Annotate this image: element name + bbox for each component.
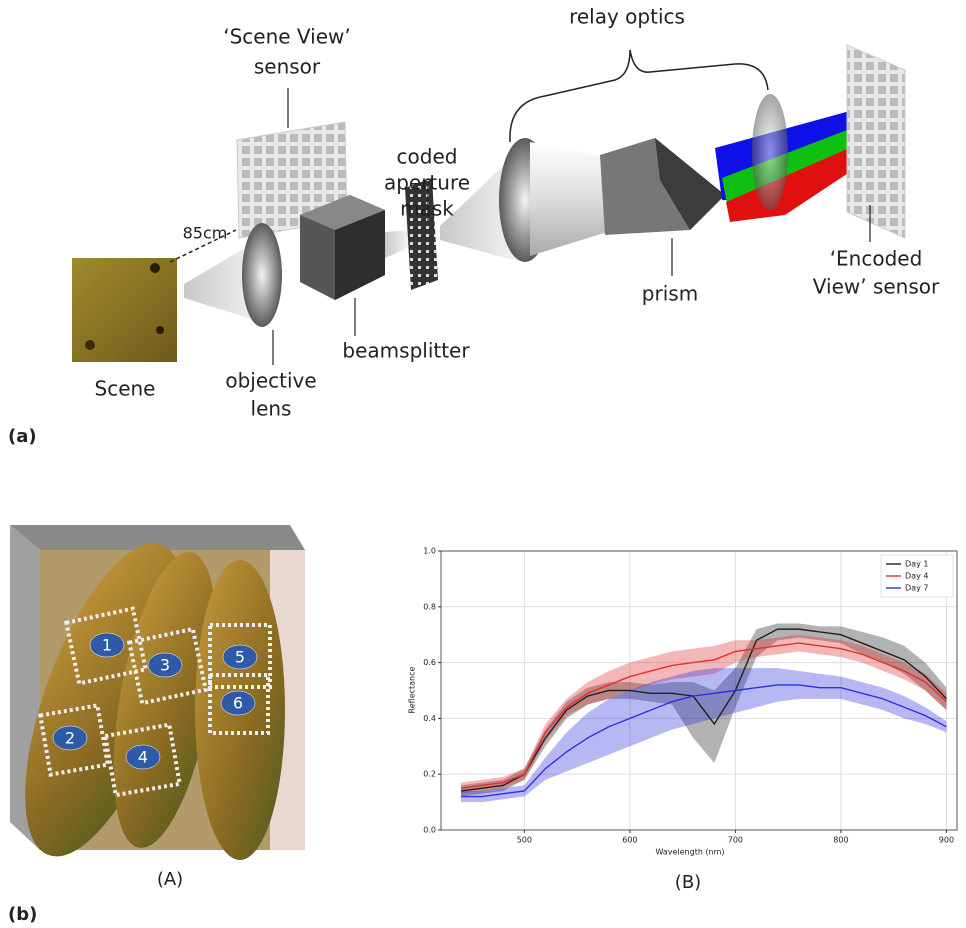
x-tick-label: 900 (939, 836, 954, 845)
y-tick-label: 0.8 (423, 602, 436, 611)
region-label: 6 (233, 694, 243, 713)
label: sensor (254, 55, 321, 79)
label: prism (642, 282, 698, 306)
y-tick-label: 1.0 (423, 547, 436, 556)
panel-label: (b) (8, 904, 37, 925)
coded-aperture-mask (405, 178, 438, 290)
y-tick-label: 0.0 (423, 826, 436, 835)
label: coded (397, 145, 458, 169)
label: Scene (95, 377, 156, 401)
y-tick-label: 0.2 (423, 770, 436, 779)
legend-label: Day 1 (905, 560, 928, 569)
region-label: 2 (65, 729, 75, 748)
label: beamsplitter (342, 339, 470, 363)
optics-diagram: ‘Scene View’ sensor coded aperture mask … (8, 5, 940, 448)
y-axis-label: Reflectance (408, 666, 417, 713)
legend-label: Day 4 (905, 572, 928, 581)
label: 85cm (183, 224, 228, 243)
x-tick-label: 700 (728, 836, 743, 845)
y-tick-label: 0.6 (423, 658, 436, 667)
x-axis-label: Wavelength (nm) (655, 848, 724, 857)
label: View’ sensor (813, 275, 940, 299)
relay-lens (752, 94, 788, 210)
region-label: 3 (160, 656, 170, 675)
label: relay optics (569, 5, 685, 29)
label: ‘Scene View’ (223, 25, 351, 49)
reflectance-chart: Wavelength (nm) Reflectance 0.0 0.2 0.4 0.6… (408, 547, 958, 857)
figure: ‘Scene View’ sensor coded aperture mask … (0, 0, 966, 928)
caption: (B) (675, 872, 701, 893)
x-tick-label: 800 (833, 836, 848, 845)
x-tick-label: 500 (517, 836, 532, 845)
label: aperture (384, 171, 470, 195)
label: objective (225, 369, 316, 393)
objective-lens (242, 223, 282, 327)
encoded-view-sensor (847, 45, 905, 238)
panel-label: (a) (8, 426, 37, 447)
caption: (A) (157, 869, 183, 890)
label: lens (251, 397, 292, 421)
legend-label: Day 7 (905, 584, 928, 593)
region-label: 5 (235, 648, 245, 667)
label: mask (400, 197, 454, 221)
region-label: 1 (102, 636, 112, 655)
x-tick-label: 600 (622, 836, 637, 845)
label: ‘Encoded (830, 247, 923, 271)
y-tick-label: 0.4 (423, 714, 436, 723)
brace (510, 50, 768, 142)
region-label: 4 (138, 748, 148, 767)
